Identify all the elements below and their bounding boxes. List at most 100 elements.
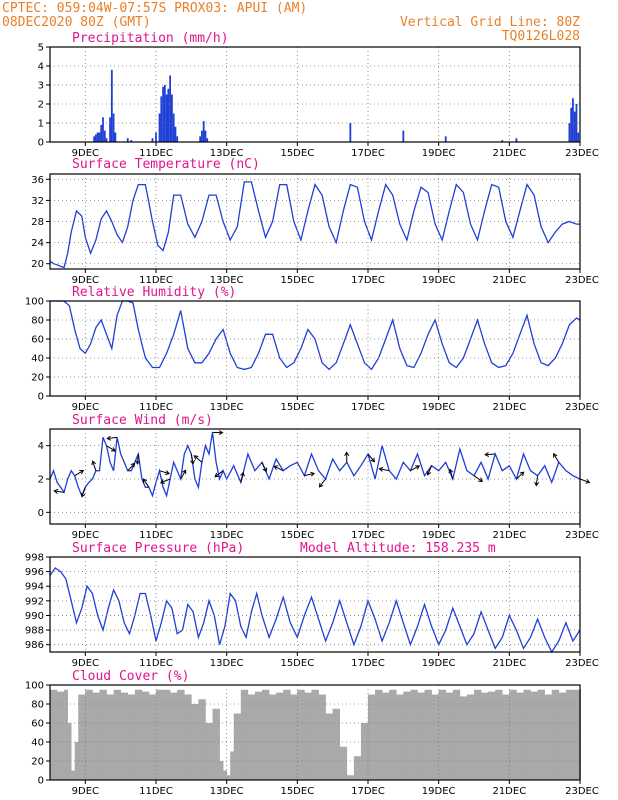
cloud-bar [156,689,164,780]
pressure-xtick-label: 9DEC [72,658,99,669]
precip-bar [570,107,573,142]
cloud-bar [276,692,284,780]
precip-ytick-label: 5 [38,43,44,54]
pressure-xtick-label: 23DEC [565,658,599,669]
header-grid-note: Vertical Grid Line: 80Z [400,15,580,30]
cloud-xtick-label: 11DEC [139,786,173,797]
cloud-bar [551,689,560,780]
wind-arrow [273,465,284,472]
cloud-bar [78,694,86,780]
rh-ytick-label: 20 [31,373,44,384]
cloud-bar [148,694,157,780]
precip-bar [577,132,580,142]
precip-bar [126,138,129,142]
pressure-ytick-label: 994 [25,582,44,593]
temp-xtick-label: 15DEC [280,275,314,286]
temp-ytick-label: 20 [31,259,44,270]
pressure-xtick-label: 17DEC [351,658,385,669]
pressure-annotation: Model Altitude: 158.235 m [300,541,496,556]
precip-bar [202,121,205,142]
wind-arrow [142,478,150,488]
wind-arrow [319,478,326,488]
wind-arrow [261,462,267,472]
cloud-bar [452,689,461,780]
wind-arrow-head [310,471,316,477]
wind-arrow-head [79,470,85,475]
cloud-bar [106,694,114,780]
wind-arrow-head [478,477,483,482]
cloud-bar [170,692,178,780]
pressure-title: Surface Pressure (hPa) [72,541,244,556]
wind-arrow [553,453,560,463]
cloud-bar [230,751,235,780]
cloud-ytick-label: 40 [31,738,44,749]
cloud-bar [403,691,411,780]
pressure-ytick-label: 986 [25,640,44,651]
wind-arrow-head [111,447,116,452]
wind-arrow [160,478,171,484]
cloud-bar [572,689,581,780]
wind-arrow-head [130,462,136,468]
rh-ytick-label: 0 [38,392,44,403]
cloud-bar [537,689,545,780]
pressure-xtick-label: 15DEC [280,658,314,669]
temp-title: Surface Temperature (nC) [72,157,260,172]
precip-ytick-label: 0 [38,138,44,149]
wind-arrow [579,478,590,483]
wind-arrow-head [370,457,376,463]
wind-arrow [485,453,496,456]
wind-arrow [106,445,116,452]
temp-ytick-label: 28 [31,217,44,228]
temp-xtick-label: 9DEC [72,275,99,286]
wind-xtick-label: 19DEC [422,530,456,541]
cloud-bar [262,689,270,780]
cloud-bar [290,694,298,780]
precip-bar [572,98,574,142]
cloud-bar [283,689,291,780]
cloud-xtick-label: 15DEC [280,786,314,797]
wind-arrow [240,472,244,483]
rh-ytick-label: 100 [25,297,44,308]
wind-arrow-head [80,492,86,498]
precip-bar [573,111,576,142]
cloud-bar [474,689,482,780]
temp-xtick-label: 21DEC [492,275,526,286]
cloud-bar [318,694,326,780]
cloud-bar [396,694,404,780]
precip-bar [130,140,133,142]
wind-arrow-head [190,459,195,465]
precip-bar [109,117,111,142]
precip-bar [176,136,179,142]
wind-plot-area [50,429,580,524]
cloud-bar [57,691,65,780]
precip-bar [169,75,172,142]
precip-ytick-label: 3 [38,81,44,92]
wind-arrow-head [214,472,220,478]
pressure-frame [49,556,581,653]
precip-xtick-label: 19DEC [422,148,456,159]
precip-frame [49,46,581,143]
wind-arrow [367,453,375,462]
rh-xtick-label: 19DEC [422,402,456,413]
wind-arrow-head [218,430,224,436]
pressure-xtick-label: 21DEC [492,658,526,669]
wind-arrow [127,463,136,472]
precip-bar [515,138,518,142]
cloud-bar [71,770,76,780]
wind-arrow [159,470,170,475]
precip-bar [163,85,166,142]
header-date: 08DEC2020 80Z (GMT) [2,15,151,30]
rh-xtick-label: 23DEC [565,402,599,413]
rh-xtick-label: 15DEC [280,402,314,413]
wind-arrow-head [181,469,187,475]
precip-bar [349,123,352,142]
cloud-bar [431,694,439,780]
precip-ytick-label: 2 [38,100,44,111]
cloud-bar [382,692,390,780]
wind-arrow-head [553,452,558,458]
temp-xtick-label: 17DEC [351,275,385,286]
cloud-bar [565,689,574,780]
wind-arrow-head [484,451,490,457]
precip-bar [103,130,106,142]
wind-title: Surface Wind (m/s) [72,413,213,428]
